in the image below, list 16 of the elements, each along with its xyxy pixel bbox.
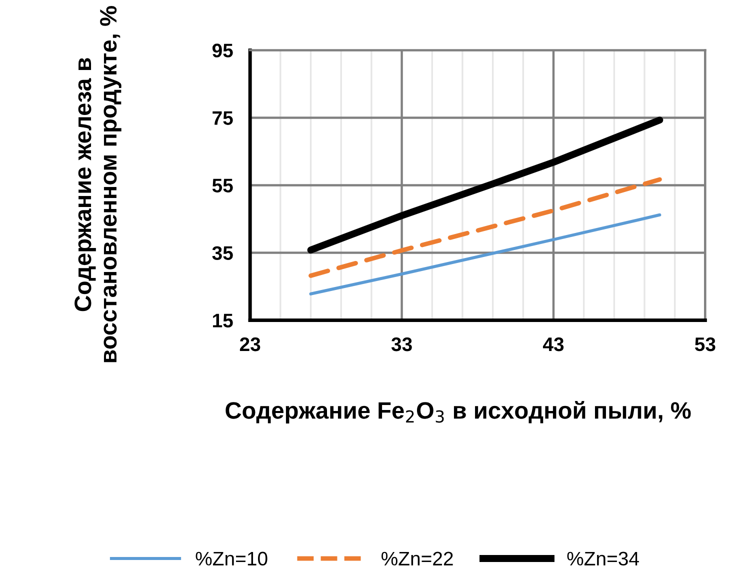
y-tick-label: 15 (213, 314, 233, 328)
x-tick-label: 33 (391, 337, 412, 352)
y-tick-label: 55 (212, 178, 233, 192)
legend-label: %Zn=22 (382, 552, 453, 566)
y-axis-title: Содержание железа в восстановленном продукте, % (74, 6, 122, 362)
x-tick-label: 23 (240, 337, 260, 352)
legend-label: %Zn=34 (567, 552, 639, 566)
y-tick-label: 75 (212, 111, 233, 125)
y-tick-label: 35 (212, 246, 233, 260)
x-tick-label: 53 (694, 337, 716, 352)
y-tick-label: 95 (212, 44, 233, 58)
line-series (308, 177, 662, 278)
x-tick-label: 43 (542, 337, 564, 352)
legend-label: %Zn=10 (196, 552, 268, 566)
line-series (309, 213, 662, 296)
x-axis-title: Содержание Fe$_{2}$O$_{3}$ в исходной пыли, % (226, 401, 691, 424)
